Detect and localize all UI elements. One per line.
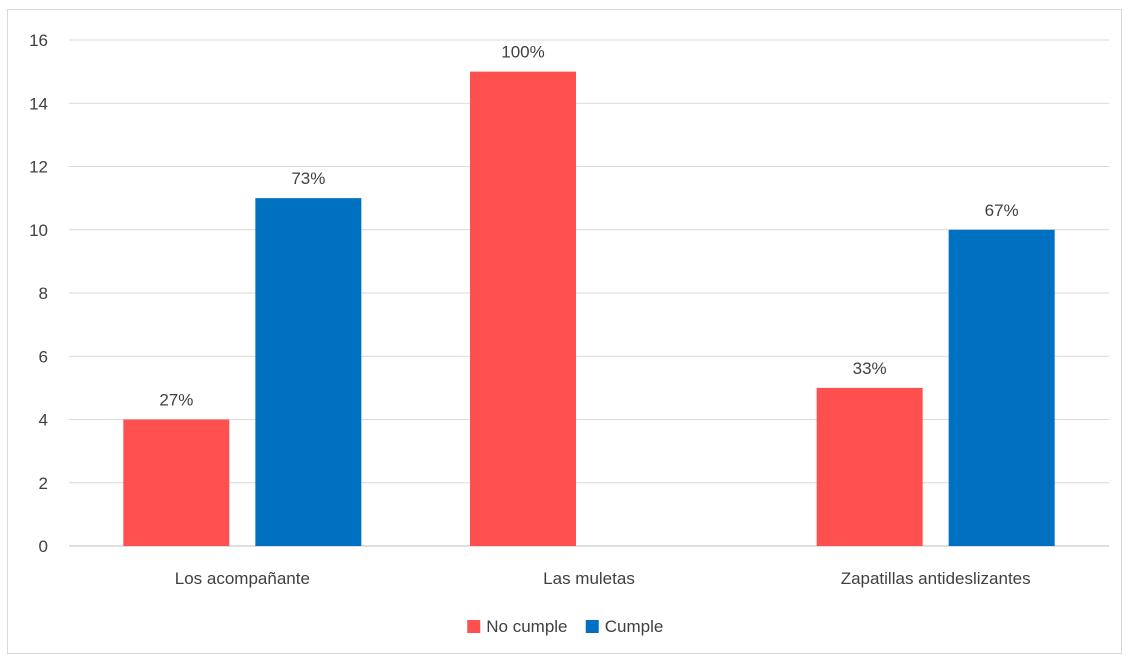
legend-swatch (467, 620, 481, 633)
x-tick-label: Las muletas (543, 569, 635, 588)
y-tick-label: 12 (29, 158, 48, 177)
x-tick-label: Los acompañante (175, 569, 310, 588)
x-tick-label: Zapatillas antideslizantes (841, 569, 1031, 588)
legend-label: No cumple (486, 617, 567, 636)
bar (470, 71, 576, 546)
data-label: 100% (501, 43, 544, 62)
y-tick-label: 16 (29, 31, 48, 50)
data-labels: 27% 73% 100% 33% 67% (159, 43, 1018, 410)
x-axis-ticks: Los acompañante Las muletas Zapatillas ant… (175, 569, 1031, 588)
legend-label: Cumple (605, 617, 664, 636)
y-tick-label: 10 (29, 221, 48, 240)
y-tick-label: 4 (39, 411, 48, 430)
y-tick-label: 0 (39, 537, 48, 556)
bar (816, 387, 923, 546)
legend: No cumple Cumple (467, 617, 663, 636)
legend-swatch (585, 620, 599, 633)
y-tick-label: 8 (39, 284, 48, 303)
y-axis-ticks: 0 2 4 6 8 10 12 14 16 (29, 31, 48, 556)
bar (123, 419, 230, 546)
data-label: 27% (159, 391, 193, 410)
data-label: 33% (853, 359, 887, 378)
y-tick-label: 2 (39, 474, 48, 493)
bars (123, 71, 1055, 546)
gridlines (69, 39, 1109, 547)
chart-frame: 0 2 4 6 8 10 12 14 16 27% 73% 100% 33% 67% Los acomp… (7, 9, 1122, 654)
bar (948, 229, 1055, 546)
y-tick-label: 6 (39, 347, 48, 366)
bar (255, 198, 362, 546)
bar-chart: 0 2 4 6 8 10 12 14 16 27% 73% 100% 33% 67% Los acomp… (29, 31, 1109, 636)
data-label: 73% (291, 169, 325, 188)
data-label: 67% (985, 201, 1019, 220)
y-tick-label: 14 (29, 94, 48, 113)
